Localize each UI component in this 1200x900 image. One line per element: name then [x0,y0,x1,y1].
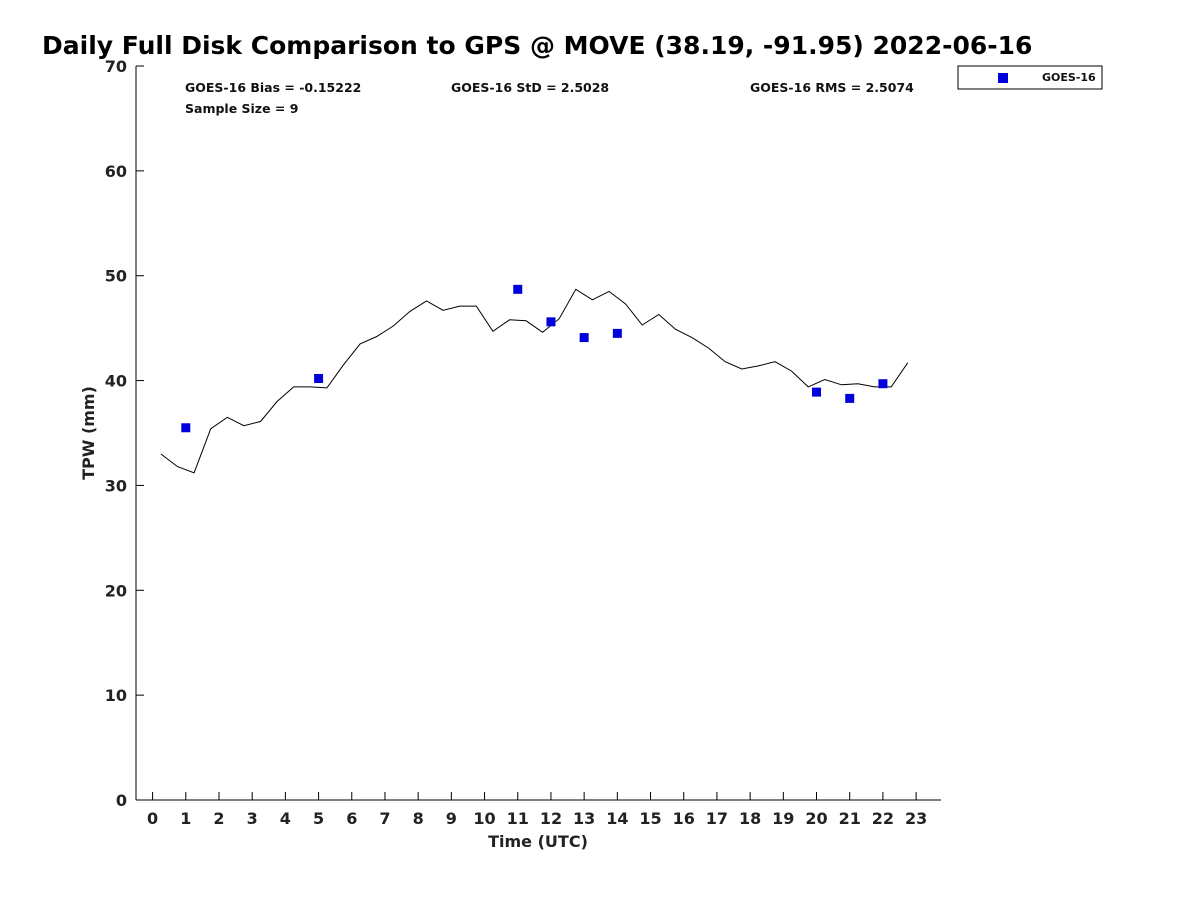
gps-tpw-line [160,288,909,474]
y-tick-label: 30 [105,476,127,495]
goes-16-point [314,373,324,383]
goes-16-point [612,328,622,338]
bias-annotation: GOES-16 Bias = -0.15222 [185,80,361,95]
x-tick-label: 21 [839,809,861,828]
x-tick-label: 4 [280,809,291,828]
goes-16-point [878,379,888,389]
x-tick-label: 10 [473,809,495,828]
x-axis-label: Time (UTC) [488,832,588,851]
chart-title: Daily Full Disk Comparison to GPS @ MOVE… [42,31,1032,60]
x-tick-label: 1 [180,809,191,828]
stats-annotations: GOES-16 Bias = -0.15222 GOES-16 StD = 2.… [185,80,914,116]
legend-label-goes-16: GOES-16 [1042,71,1096,84]
x-tick-label: 2 [213,809,224,828]
y-tick-label: 20 [105,581,127,600]
series-layer [160,284,909,474]
y-tick-label: 0 [116,791,127,810]
x-tick-label: 23 [905,809,927,828]
y-ticks: 0 10 20 30 40 50 60 70 [105,57,144,810]
x-tick-label: 19 [772,809,794,828]
goes-16-point [579,333,589,343]
std-annotation: GOES-16 StD = 2.5028 [451,80,609,95]
y-tick-label: 10 [105,686,127,705]
goes-16-point [812,387,822,397]
x-tick-label: 13 [573,809,595,828]
rms-annotation: GOES-16 RMS = 2.5074 [750,80,914,95]
x-tick-label: 20 [805,809,827,828]
legend: GOES-16 [957,65,1103,90]
x-tick-label: 8 [413,809,424,828]
x-tick-label: 14 [606,809,628,828]
goes-16-point [181,423,191,433]
y-tick-label: 60 [105,162,127,181]
x-tick-label: 3 [247,809,258,828]
x-tick-label: 7 [379,809,390,828]
x-tick-label: 11 [507,809,529,828]
y-tick-label: 50 [105,267,127,286]
x-tick-label: 12 [540,809,562,828]
y-tick-label: 40 [105,372,127,391]
legend-marker-goes-16 [998,73,1008,83]
x-tick-label: 0 [147,809,158,828]
axes [135,66,941,801]
x-tick-label: 22 [872,809,894,828]
x-tick-label: 16 [673,809,695,828]
x-tick-label: 18 [739,809,761,828]
x-tick-label: 17 [706,809,728,828]
goes-16-point [546,317,556,327]
goes-16-point [513,284,523,294]
y-tick-label: 70 [105,57,127,76]
x-ticks: 0 1 2 3 4 5 6 7 8 9 10 11 12 13 14 15 16 17 18 19 20 21 22 23 [147,792,927,828]
x-tick-label: 5 [313,809,324,828]
sample-size-annotation: Sample Size = 9 [185,101,298,116]
x-tick-label: 9 [446,809,457,828]
x-tick-label: 6 [346,809,357,828]
x-tick-label: 15 [639,809,661,828]
y-axis-label: TPW (mm) [79,386,98,480]
goes-16-point [845,393,855,403]
legend-box [957,65,1103,90]
